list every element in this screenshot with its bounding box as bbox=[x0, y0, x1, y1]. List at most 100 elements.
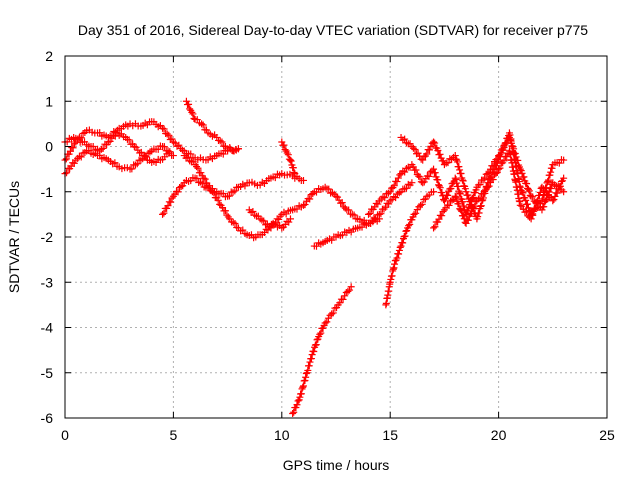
data-point bbox=[341, 292, 349, 300]
data-point-interp bbox=[455, 163, 463, 171]
x-tick-label: 10 bbox=[274, 427, 290, 443]
data-point bbox=[417, 201, 425, 209]
data-point bbox=[159, 124, 167, 132]
data-point-interp bbox=[280, 141, 288, 149]
data-point-interp bbox=[489, 176, 497, 184]
data-point-interp bbox=[393, 254, 401, 262]
data-point bbox=[516, 165, 524, 173]
data-point bbox=[321, 319, 329, 327]
data-point-interp bbox=[493, 168, 501, 176]
data-point-interp bbox=[477, 202, 485, 210]
series-trace-i bbox=[289, 283, 355, 417]
data-point-interp bbox=[444, 191, 452, 199]
data-point-interp bbox=[418, 200, 426, 208]
data-point-interp bbox=[77, 134, 85, 142]
data-point bbox=[299, 176, 307, 184]
data-point-interp bbox=[458, 207, 466, 215]
data-point-interp bbox=[453, 179, 461, 187]
data-point-interp bbox=[468, 209, 475, 217]
data-point-interp bbox=[275, 215, 283, 223]
data-point-interp bbox=[334, 193, 342, 201]
data-point-interp bbox=[385, 200, 393, 208]
data-point-interp bbox=[476, 194, 484, 202]
data-point-interp bbox=[459, 177, 467, 185]
data-point-interp bbox=[496, 164, 504, 172]
data-point-interp bbox=[62, 155, 70, 163]
data-point-interp bbox=[534, 196, 542, 204]
data-point-interp bbox=[543, 188, 551, 196]
data-point-interp bbox=[197, 169, 205, 177]
data-point-interp bbox=[460, 202, 468, 210]
data-point-interp bbox=[70, 159, 78, 167]
data-point-interp bbox=[518, 202, 526, 210]
data-point-interp bbox=[396, 171, 404, 179]
data-point-interp bbox=[294, 397, 302, 405]
data-point-interp bbox=[531, 204, 539, 212]
data-point-interp bbox=[456, 190, 464, 198]
data-point-interp bbox=[471, 202, 479, 210]
data-point bbox=[560, 156, 568, 164]
data-point-interp bbox=[456, 189, 464, 197]
data-point-interp bbox=[390, 264, 398, 272]
data-point-interp bbox=[125, 136, 133, 144]
data-point bbox=[200, 174, 208, 182]
data-point-interp bbox=[229, 188, 237, 196]
data-point-interp bbox=[293, 401, 301, 409]
data-point bbox=[430, 165, 438, 173]
series-trace-j bbox=[382, 188, 438, 309]
data-point-interp bbox=[401, 232, 409, 240]
data-point-interp bbox=[350, 211, 358, 219]
data-point-interp bbox=[306, 358, 314, 366]
data-point-interp bbox=[533, 198, 541, 206]
data-point-interp bbox=[492, 170, 500, 178]
data-point-interp bbox=[272, 219, 280, 227]
data-point-interp bbox=[457, 169, 465, 177]
data-point bbox=[408, 143, 416, 150]
data-point-interp bbox=[445, 201, 453, 209]
data-point-interp bbox=[312, 341, 320, 349]
data-point bbox=[538, 183, 546, 191]
data-point-interp bbox=[231, 187, 239, 195]
data-point-interp bbox=[344, 287, 352, 295]
data-point-interp bbox=[392, 194, 400, 202]
y-tick-labels: 2 1 0 -1 -2 -3 -4 -5 -6 bbox=[41, 48, 54, 426]
data-point-interp bbox=[411, 145, 419, 153]
data-point-interp bbox=[524, 200, 532, 208]
data-point bbox=[347, 283, 355, 291]
data-point bbox=[451, 192, 459, 200]
data-point-interp bbox=[167, 198, 175, 206]
y-tick-label: -2 bbox=[41, 229, 54, 245]
x-tick-label: 15 bbox=[382, 427, 398, 443]
data-point-interp bbox=[436, 184, 444, 192]
data-point bbox=[169, 152, 177, 160]
data-point-interp bbox=[341, 204, 349, 212]
data-point-interp bbox=[540, 185, 548, 193]
data-point-interp bbox=[372, 215, 380, 223]
data-point bbox=[408, 179, 416, 187]
data-point-interp bbox=[176, 184, 184, 192]
data-point-interp bbox=[427, 142, 435, 150]
data-point-interp bbox=[431, 139, 439, 147]
data-point bbox=[165, 149, 173, 157]
data-point-interp bbox=[456, 166, 464, 174]
data-point-interp bbox=[218, 138, 226, 146]
data-point-interp bbox=[464, 191, 472, 199]
data-point-interp bbox=[206, 182, 214, 190]
data-point-interp bbox=[454, 182, 462, 190]
data-point-interp bbox=[325, 185, 333, 193]
data-point-interp bbox=[416, 173, 424, 181]
data-point-interp bbox=[340, 203, 348, 211]
series-trace-a bbox=[61, 118, 242, 164]
data-point-interp bbox=[406, 220, 414, 228]
data-point-interp bbox=[547, 168, 555, 176]
data-point-interp bbox=[500, 157, 508, 165]
data-point-interp bbox=[448, 196, 456, 204]
data-point bbox=[234, 145, 242, 153]
data-point-interp bbox=[381, 194, 389, 202]
series-trace-e bbox=[182, 97, 242, 155]
data-point-interp bbox=[457, 206, 465, 214]
series-trace-f bbox=[180, 152, 294, 242]
data-point-interp bbox=[133, 160, 141, 168]
data-point bbox=[299, 201, 307, 209]
data-point bbox=[430, 224, 438, 232]
